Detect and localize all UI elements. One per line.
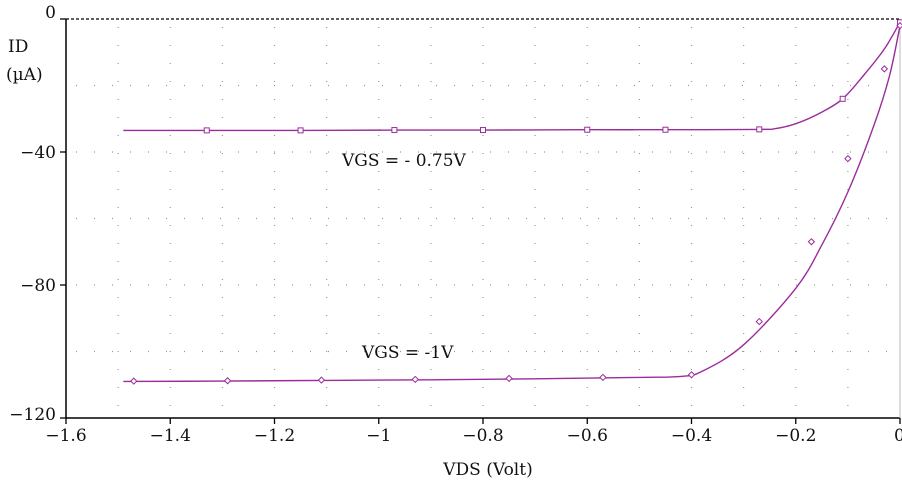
x-tick-label: −1.4 — [150, 426, 191, 446]
series-marker-square — [391, 127, 398, 134]
x-tick-label: 0 — [894, 426, 902, 446]
series-marker-square — [756, 126, 763, 133]
axes — [60, 18, 901, 424]
series-marker-square — [480, 127, 486, 134]
series-marker-diamond — [844, 154, 852, 163]
series-marker-diamond — [687, 371, 696, 379]
series-marker-diamond — [896, 21, 902, 30]
y-tick-label: −40 — [20, 143, 56, 163]
x-tick-label: −0.8 — [462, 426, 503, 446]
x-tick-label: −1.6 — [45, 426, 86, 446]
series-marker-diamond — [411, 375, 419, 384]
tick-labels: −1.6 −1.4 −1.2 −1 −0.8 −0.6 −0.4 −0.2 0 0 −40 −80 −1… — [9, 3, 902, 446]
series-group — [123, 19, 902, 385]
y-axis-label-line2: (µA) — [6, 65, 43, 85]
series-line-0 — [123, 21, 901, 132]
y-tick-label: −120 — [9, 405, 56, 425]
grid — [76, 27, 896, 414]
series-marker-diamond — [317, 376, 326, 384]
x-tick-label: −0.2 — [775, 426, 816, 446]
x-tick-label: −0.6 — [567, 426, 608, 446]
series-marker-diamond — [130, 377, 138, 385]
series-marker-square — [297, 127, 304, 134]
x-tick-label: −1.2 — [254, 426, 295, 446]
series-label-vgs-1: VGS = -1V — [361, 343, 454, 363]
x-tick-label: −1 — [366, 426, 391, 446]
series-marker-square — [203, 127, 210, 134]
series-marker-diamond — [223, 377, 232, 385]
y-tick-label: 0 — [45, 3, 56, 23]
series-marker-diamond — [599, 373, 607, 382]
series-line-1 — [123, 25, 901, 383]
x-axis-label: VDS (Volt) — [442, 460, 532, 480]
series-marker-square — [584, 126, 591, 133]
series-marker-square — [662, 126, 669, 133]
series-marker-diamond — [755, 317, 763, 326]
x-tick-label: −0.4 — [671, 426, 712, 446]
y-axis-label-line1: ID — [8, 37, 28, 57]
series-marker-square — [839, 95, 846, 102]
series-marker-diamond — [880, 65, 889, 73]
series-marker-diamond — [505, 374, 513, 383]
series-label-vgs-075: VGS = - 0.75V — [341, 151, 467, 171]
y-tick-label: −80 — [20, 276, 56, 296]
series-marker-diamond — [807, 238, 816, 246]
